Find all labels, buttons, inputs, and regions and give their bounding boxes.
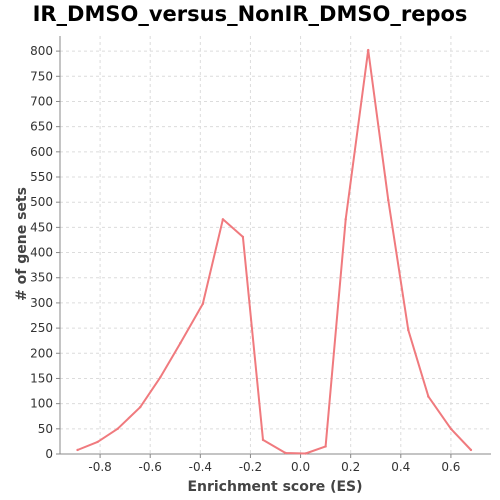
data-point (138, 405, 142, 409)
data-point (427, 395, 430, 398)
y-tick-label: 750 (30, 69, 53, 83)
y-tick-label: 450 (30, 220, 53, 234)
x-tick-label: 0.0 (291, 460, 310, 474)
gridlines (60, 36, 491, 454)
y-tick-label: 600 (30, 145, 53, 159)
data-point (241, 235, 245, 239)
x-tick-label: 0.2 (341, 460, 360, 474)
x-tick-label: 0.4 (391, 460, 410, 474)
y-tick-label: 350 (30, 271, 53, 285)
data-point (179, 342, 182, 345)
y-tick-label: 400 (30, 246, 53, 260)
x-tick-label: 0.6 (441, 460, 460, 474)
data-point (367, 48, 370, 52)
y-tick-label: 50 (38, 422, 53, 436)
y-tick-label: 500 (30, 195, 53, 209)
data-point (116, 427, 119, 431)
data-point (221, 218, 225, 221)
y-tick-label: 700 (30, 94, 53, 108)
data-point (159, 376, 162, 379)
y-tick-label: 300 (30, 296, 53, 310)
y-axis-title: # of gene sets (14, 187, 30, 301)
x-tick-label: -0.4 (189, 460, 212, 474)
data-point (76, 448, 79, 452)
y-tick-label: 550 (30, 170, 53, 184)
data-point (407, 328, 410, 332)
y-tick-label: 0 (45, 447, 53, 461)
data-point (449, 427, 453, 431)
data-point (469, 448, 473, 452)
y-tick-label: 150 (30, 371, 53, 385)
x-tick-label: -0.8 (88, 460, 111, 474)
data-point (304, 452, 307, 455)
data-series (76, 48, 473, 455)
x-tick-label: -0.2 (239, 460, 262, 474)
data-point (387, 198, 390, 202)
data-point (344, 218, 347, 221)
x-tick-label: -0.6 (138, 460, 161, 474)
series-line-0 (77, 49, 472, 455)
x-axis-title: Enrichment score (ES) (187, 479, 362, 495)
data-point (96, 440, 99, 444)
y-tick-label: 250 (30, 321, 53, 335)
chart-title: IR_DMSO_versus_NonIR_DMSO_repos (32, 2, 468, 26)
data-point (324, 445, 327, 448)
axes (56, 36, 491, 458)
y-tick-label: 100 (30, 397, 53, 411)
y-tick-label: 800 (30, 44, 53, 58)
data-point (201, 302, 205, 306)
tick-labels: 0 50 100 150 200 250 300 350 400 450 500 550 600 650 7… (30, 44, 460, 474)
y-tick-label: 200 (30, 346, 53, 360)
y-tick-label: 650 (30, 120, 53, 134)
data-point (261, 438, 265, 442)
data-point (284, 451, 287, 455)
